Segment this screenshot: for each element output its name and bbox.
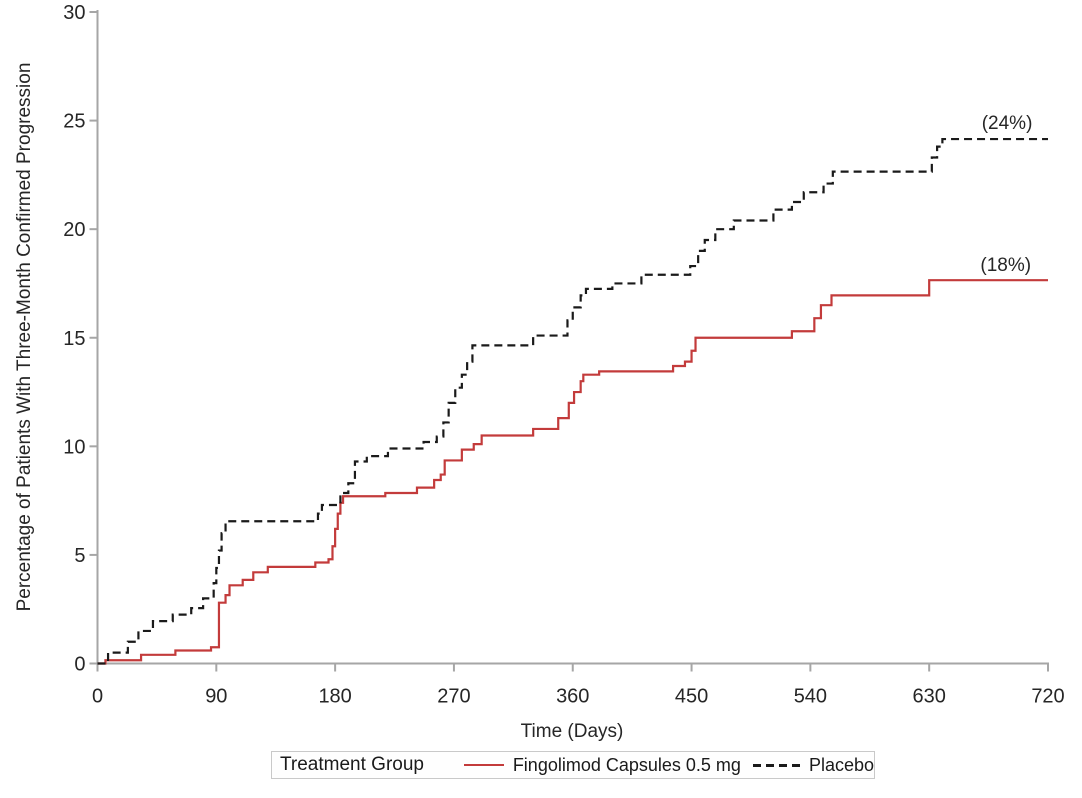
- y-axis-title: Percentage of Patients With Three-Month …: [14, 62, 35, 612]
- y-tick-label: 20: [63, 219, 85, 241]
- x-tick-label: 180: [318, 686, 351, 708]
- series-placebo: [97, 137, 1048, 665]
- y-tick-label: 5: [74, 545, 85, 567]
- x-tick-label: 540: [794, 686, 827, 708]
- x-tick-label: 0: [92, 686, 103, 708]
- x-tick-label: 270: [437, 686, 470, 708]
- legend-title: Treatment Group: [280, 754, 424, 775]
- x-axis-title: Time (Days): [520, 721, 624, 742]
- y-tick-label: 30: [63, 2, 85, 24]
- x-tick-label: 720: [1031, 686, 1064, 708]
- series-fingolimod: [97, 279, 1048, 665]
- placebo-line-sample: [752, 763, 800, 767]
- annotation-label: (24%): [982, 113, 1033, 134]
- y-tick-label: 10: [63, 436, 85, 458]
- fingolimod-line-sample: [463, 764, 504, 766]
- x-tick-label: 90: [205, 686, 227, 708]
- legend-label-placebo: Placebo: [808, 754, 874, 775]
- annotation-label: (18%): [980, 255, 1031, 276]
- x-tick-label: 630: [913, 686, 946, 708]
- legend-label-fingolimod: Fingolimod Capsules 0.5 mg: [512, 754, 741, 775]
- y-tick-label: 15: [63, 328, 85, 350]
- y-tick-label: 25: [63, 111, 85, 133]
- y-tick-label: 0: [74, 654, 85, 676]
- x-tick-label: 450: [675, 686, 708, 708]
- x-tick-label: 360: [556, 686, 589, 708]
- legend-box: Treatment Group Fingolimod Capsules 0.5 …: [271, 751, 875, 779]
